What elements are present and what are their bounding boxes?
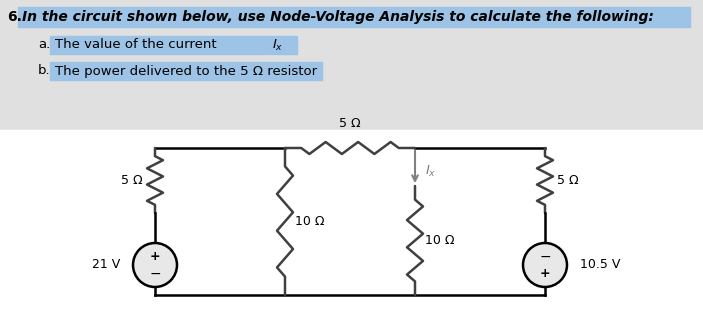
Text: −: − [539,250,551,264]
Text: The value of the current: The value of the current [55,39,217,51]
Text: 5 Ω: 5 Ω [557,174,579,187]
Text: $\mathit{I}_x$: $\mathit{I}_x$ [425,163,437,178]
Text: −: − [149,266,161,280]
Text: 10 Ω: 10 Ω [425,234,455,247]
Text: +: + [540,267,550,280]
Text: 21 V: 21 V [92,258,120,272]
Bar [0,130,703,321]
Text: The power delivered to the 5 Ω resistor: The power delivered to the 5 Ω resistor [55,65,317,77]
Bar [269,36,297,54]
Text: 5 Ω: 5 Ω [122,174,143,187]
Text: a.: a. [38,39,50,51]
Text: +: + [150,250,160,263]
Bar [50,62,322,80]
Circle shape [523,243,567,287]
Text: $\mathit{I}_\mathit{x}$: $\mathit{I}_\mathit{x}$ [272,38,283,53]
Text: 10 Ω: 10 Ω [295,215,325,228]
Text: 5 Ω: 5 Ω [339,117,361,130]
Text: b.: b. [38,65,51,77]
Text: In the circuit shown below, use Node-Voltage Analysis to calculate the following: In the circuit shown below, use Node-Vol… [22,10,654,24]
Circle shape [133,243,177,287]
Bar [50,36,268,54]
Text: 10.5 V: 10.5 V [580,258,620,272]
Text: 6.: 6. [7,10,22,24]
Bar [18,7,690,27]
